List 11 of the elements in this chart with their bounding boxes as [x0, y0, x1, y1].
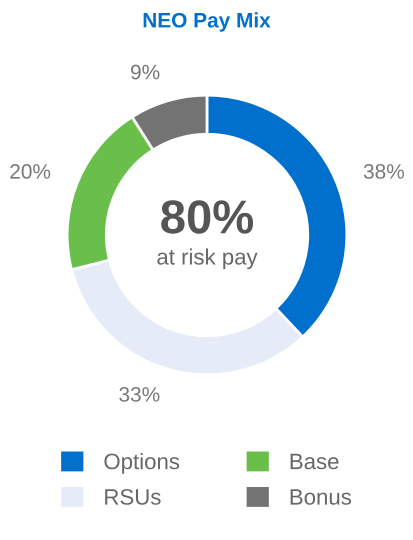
legend-label: Bonus — [290, 489, 352, 505]
chart-title: NEO Pay Mix — [144, 12, 271, 32]
data-label: 20% — [10, 164, 50, 179]
legend-label: RSUs — [105, 489, 161, 505]
legend-label: Base — [290, 454, 339, 470]
legend-label: Options — [104, 452, 180, 474]
text: 80% — [161, 200, 254, 234]
data-label: 9% — [131, 64, 160, 80]
text: at risk pay — [157, 248, 258, 270]
data-label: 38% — [364, 164, 404, 179]
data-label: 33% — [119, 387, 160, 402]
